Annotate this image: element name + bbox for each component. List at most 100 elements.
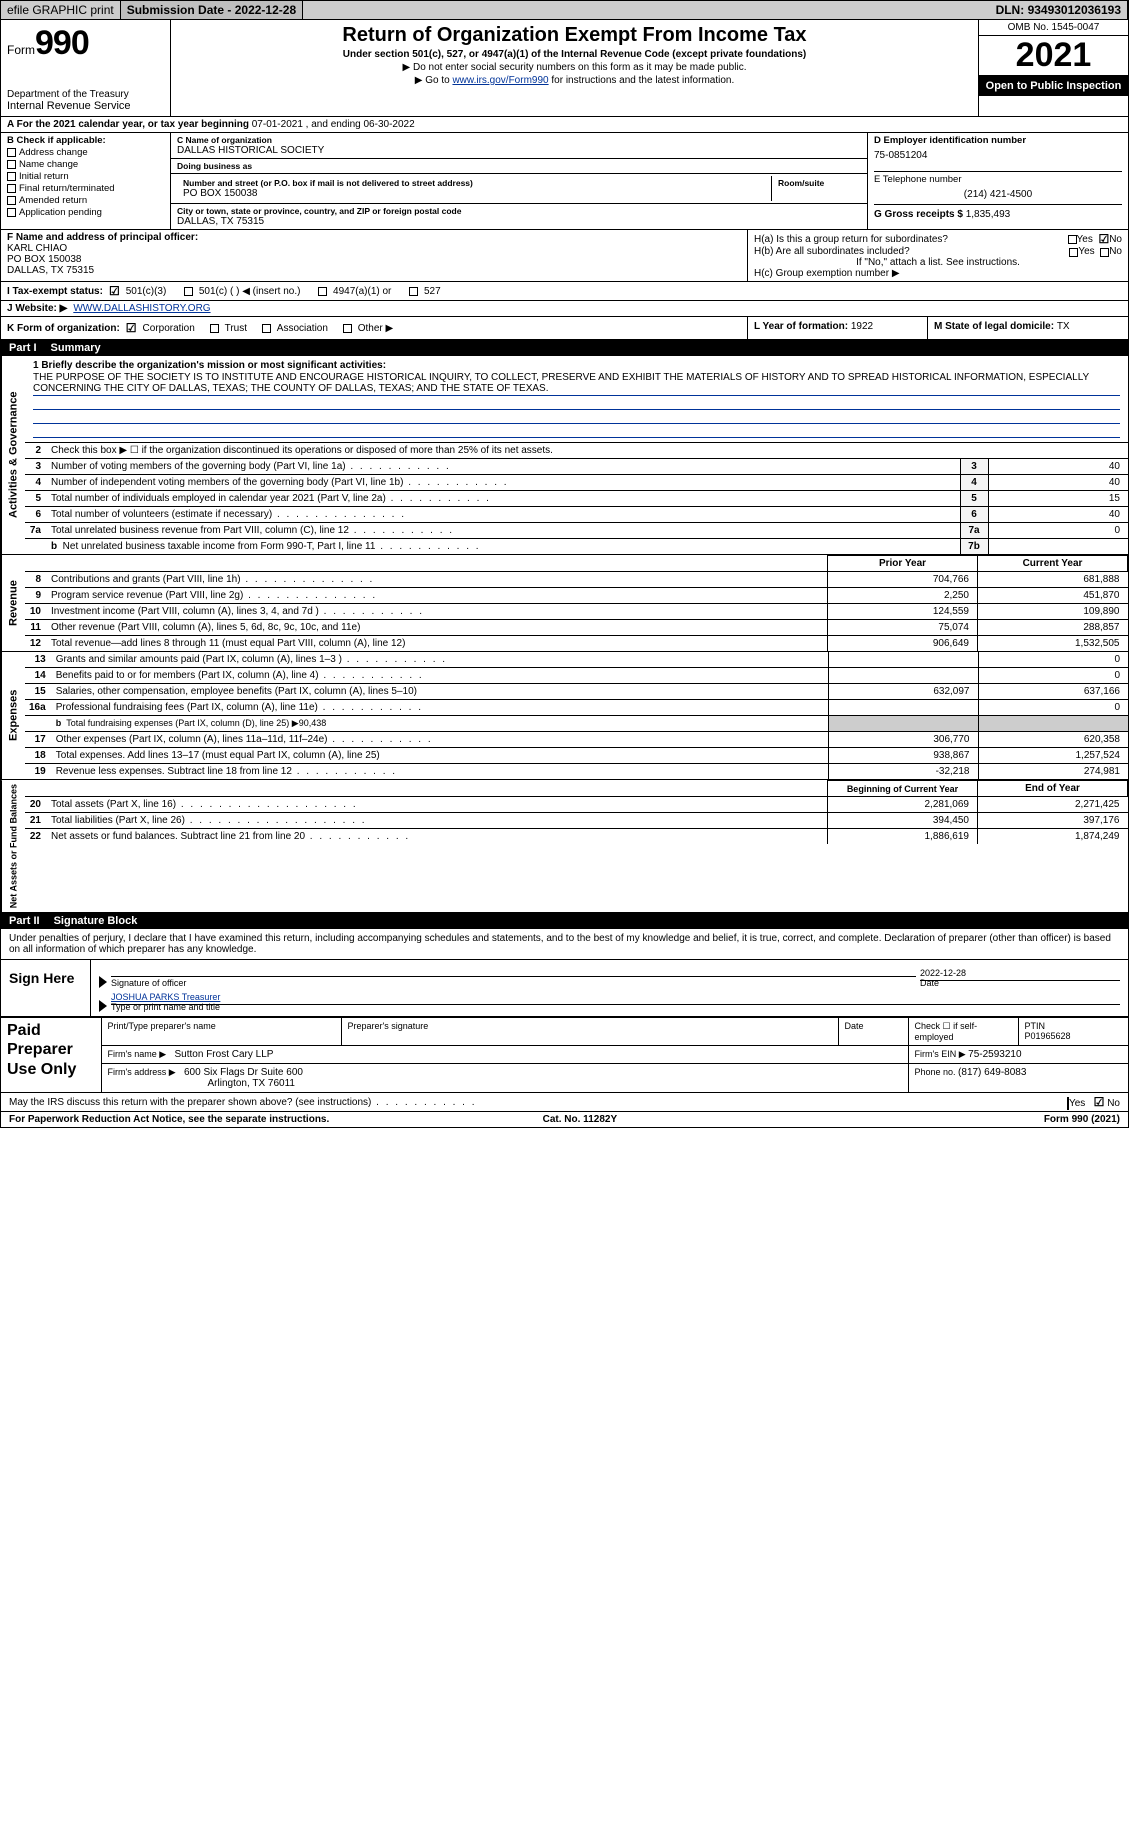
chk-addr[interactable]: Address change [7,147,164,158]
tax-year: 2021 [979,36,1128,76]
mission-block: 1 Briefly describe the organization's mi… [25,356,1128,442]
chk-amend[interactable]: Amended return [7,195,164,206]
c-name-lbl: C Name of organization [177,135,861,145]
section-b: B Check if applicable: Address change Na… [1,133,171,229]
sig-line1: Signature of officer 2022-12-28 Date [99,976,1120,988]
c-name-val: DALLAS HISTORICAL SOCIETY [177,145,861,156]
row-2: 2Check this box ▶ ☐ if the organization … [25,443,1128,459]
box-7a: 7a [960,523,988,539]
sign-here-content: Signature of officer 2022-12-28 Date JOS… [91,960,1128,1016]
desc-8: Contributions and grants (Part VIII, lin… [47,572,828,588]
checkbox-icon[interactable] [1068,235,1077,244]
checkbox-icon[interactable] [184,287,193,296]
c19: 274,981 [978,764,1128,780]
paid-h-name: Print/Type preparer's name [101,1018,341,1046]
net-tab: Net Assets or Fund Balances [1,780,25,912]
irs-label: Internal Revenue Service [7,100,164,112]
row-17: 17Other expenses (Part IX, column (A), l… [25,732,1128,748]
l-lbl: L Year of formation: [754,321,851,332]
net-hdr: Beginning of Current YearEnd of Year [25,781,1128,797]
section-f: F Name and address of principal officer:… [1,230,748,281]
p21: 394,450 [828,813,978,829]
checkbox-icon[interactable] [318,287,327,296]
footer-rc: (2021) [1088,1114,1120,1125]
i-o1: 501(c)(3) [126,286,167,297]
form-body: Form 990 Department of the Treasury Inte… [0,20,1129,1128]
section-d: D Employer identification number 75-0851… [868,133,1128,229]
goto-link[interactable]: www.irs.gov/Form990 [452,75,548,86]
footer-right: Form 990 (2021) [1044,1114,1120,1125]
paid-lbl2: Preparer [7,1040,95,1059]
checkbox-icon[interactable] [343,324,352,333]
checkbox-icon[interactable] [1100,248,1109,257]
paid-ptin-cell: PTIN P01965628 [1018,1018,1128,1046]
chk-app[interactable]: Application pending [7,207,164,218]
sig-name-lbl: Type or print name and title [111,1002,220,1012]
firm-ein-lbl: Firm's EIN ▶ [915,1049,969,1059]
c-city-lbl: City or town, state or province, country… [177,206,861,216]
checkbox-icon[interactable] [409,287,418,296]
omb-number: OMB No. 1545-0047 [979,20,1128,36]
f-addr1: PO BOX 150038 [7,254,82,265]
desc-14: Benefits paid to or for members (Part IX… [52,668,828,684]
c-city-val: DALLAS, TX 75315 [177,216,861,227]
p10: 124,559 [828,604,978,620]
phone-lbl: Phone no. [915,1067,959,1077]
checkbox-icon[interactable] [262,324,271,333]
row-10: 10Investment income (Part VIII, column (… [25,604,1128,620]
desc-19: Revenue less expenses. Subtract line 18 … [52,764,828,780]
row-18: 18Total expenses. Add lines 13–17 (must … [25,748,1128,764]
p19: -32,218 [828,764,978,780]
mission-blank2 [33,410,1120,424]
c15: 637,166 [978,684,1128,700]
j-website[interactable]: WWW.DALLASHISTORY.ORG [73,303,210,314]
chk-name[interactable]: Name change [7,159,164,170]
ln-2: 2 [25,443,47,459]
checkmark-icon: ☑ [109,284,120,298]
rev-section: Revenue Prior YearCurrent Year 8Contribu… [1,555,1128,652]
checkbox-icon[interactable] [210,324,219,333]
desc-22: Net assets or fund balances. Subtract li… [47,829,828,845]
exp-table: 13Grants and similar amounts paid (Part … [25,652,1128,779]
c8: 681,888 [978,572,1128,588]
chk-init[interactable]: Initial return [7,171,164,182]
ha-no: No [1109,234,1122,245]
desc-7b: b Net unrelated business taxable income … [47,539,960,555]
d-tel-val: (214) 421-4500 [874,185,1122,204]
rev-tab: Revenue [1,555,25,651]
p12: 906,649 [828,636,978,652]
paid-h-ptin: PTIN [1025,1021,1123,1031]
f-lbl: F Name and address of principal officer: [7,232,198,243]
dln-val: 93493012036193 [1028,3,1121,17]
section-i: I Tax-exempt status: ☑501(c)(3) 501(c) (… [1,282,1128,301]
c14: 0 [978,668,1128,684]
gov-tab: Activities & Governance [1,356,25,554]
sig-name-val[interactable]: JOSHUA PARKS Treasurer [111,992,220,1002]
k-corp: Corporation [143,323,195,334]
rev-content: Prior YearCurrent Year 8Contributions an… [25,555,1128,651]
box-4: 4 [960,475,988,491]
part1-num: Part I [9,342,37,354]
desc-17: Other expenses (Part IX, column (A), lin… [52,732,828,748]
ln-17: 17 [25,732,52,748]
desc-16a: Professional fundraising fees (Part IX, … [52,700,828,716]
c-room-lbl: Room/suite [778,178,855,188]
gov-content: 1 Briefly describe the organization's mi… [25,356,1128,554]
firm-addr-cell: Firm's address ▶ 600 Six Flags Dr Suite … [101,1064,908,1093]
fh-row: F Name and address of principal officer:… [1,230,1128,282]
k-assoc: Association [277,323,328,334]
bcd-row: B Check if applicable: Address change Na… [1,133,1128,230]
c-city-row: City or town, state or province, country… [171,204,867,229]
chk-final[interactable]: Final return/terminated [7,183,164,194]
row-8: 8Contributions and grants (Part VIII, li… [25,572,1128,588]
form-header: Form 990 Department of the Treasury Inte… [1,20,1128,117]
checkmark-icon: ☑ [1094,1095,1105,1109]
part1-title: Summary [51,342,101,354]
header-right: OMB No. 1545-0047 2021 Open to Public In… [978,20,1128,116]
checkbox-icon[interactable] [1069,248,1078,257]
box-5: 5 [960,491,988,507]
desc-21: Total liabilities (Part X, line 26) [47,813,828,829]
i-o4: 527 [424,286,441,297]
l-val: 1922 [851,321,873,332]
row-22: 22Net assets or fund balances. Subtract … [25,829,1128,845]
